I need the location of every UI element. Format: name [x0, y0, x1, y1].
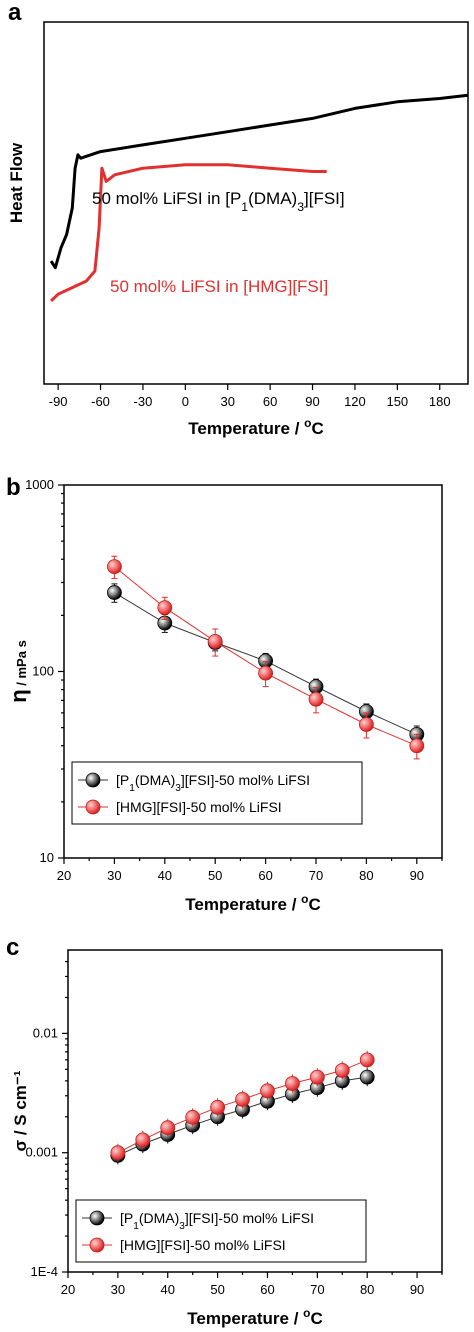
data-point: [334, 1062, 350, 1078]
data-point: [359, 1052, 375, 1068]
x-tick-label: 70: [309, 868, 323, 883]
legend-marker: [85, 772, 101, 788]
data-point: [185, 1109, 201, 1125]
data-point: [235, 1091, 250, 1107]
x-tick-label: 50: [210, 1282, 224, 1297]
data-point: [210, 1099, 226, 1115]
x-tick-label: -90: [49, 394, 68, 409]
x-tick-label: 60: [260, 1282, 274, 1297]
legend-label-1: [HMG][FSI]-50 mol% LiFSI: [116, 799, 282, 815]
data-point: [135, 1132, 151, 1148]
y-axis-title: η / mPa s: [6, 640, 31, 703]
data-point: [107, 559, 122, 575]
y-tick-label: 100: [32, 664, 54, 679]
x-tick-label: 40: [160, 1282, 174, 1297]
annotation-p1dma3: 50 mol% LiFSI in [P1(DMA)3][FSI]: [92, 189, 345, 214]
legend-label-1: [HMG][FSI]-50 mol% LiFSI: [120, 1237, 286, 1253]
y-axis-title: Heat Flow: [7, 142, 26, 223]
panel-a-heat-flow-chart: a -90 -60 -30 0 30 60 90 120 150 180 Temperature / …: [7, 0, 469, 438]
x-tick-label: 40: [158, 868, 172, 883]
data-point: [308, 691, 324, 707]
panel-b-viscosity-chart: b 20 30 40 50 60 70 80 90 10 100 1000 Temperature / …: [6, 474, 443, 914]
dsc-trace-1: [50, 163, 327, 302]
legend-marker: [85, 799, 101, 815]
y-tick-label: 1000: [25, 477, 54, 492]
panel-letter-c: c: [6, 934, 19, 961]
x-tick-label: 80: [360, 1282, 374, 1297]
x-tick-label: -60: [91, 394, 110, 409]
x-tick-label: 30: [111, 1282, 125, 1297]
legend-marker: [89, 1210, 105, 1226]
legend-label-0: [P1(DMA)3][FSI]-50 mol% LiFSI: [120, 1210, 314, 1232]
data-point: [260, 1083, 275, 1099]
x-axis-title: Temperature / oC: [187, 1306, 322, 1328]
x-tick-label: 70: [310, 1282, 324, 1297]
x-tick-label: 120: [344, 394, 366, 409]
y-axis-title: σ / S cm⁻¹: [11, 1070, 30, 1151]
data-point: [207, 634, 223, 649]
x-tick-label: 20: [61, 1282, 75, 1297]
x-tick-label: 150: [386, 394, 408, 409]
x-tick-label: -30: [134, 394, 153, 409]
x-axis-title: Temperature / oC: [185, 892, 320, 914]
x-tick-label: 30: [220, 394, 234, 409]
x-tick-label: 0: [182, 394, 189, 409]
y-tick-label: 0.01: [33, 1025, 58, 1040]
data-point: [284, 1076, 300, 1091]
plot-frame: [67, 949, 443, 1273]
legend-marker: [89, 1237, 105, 1253]
legend-label-0: [P1(DMA)3][FSI]-50 mol% LiFSI: [116, 772, 310, 794]
data-point: [359, 1069, 375, 1085]
data-point: [309, 1069, 325, 1085]
data-point: [160, 1120, 176, 1136]
data-point: [409, 738, 425, 754]
y-tick-label: 10: [40, 850, 54, 865]
x-tick-label: 60: [263, 394, 277, 409]
x-tick-label: 50: [208, 868, 222, 883]
x-tick-label: 180: [429, 394, 451, 409]
x-tick-label: 80: [359, 868, 373, 883]
y-tick-label: 0.001: [25, 1145, 58, 1160]
data-point: [358, 717, 374, 732]
dsc-trace-0: [49, 93, 469, 270]
y-tick-label: 1E-4: [31, 1264, 58, 1279]
panel-c-conductivity-chart: c 20 30 40 50 60 70 80 90 1E-4 0.001 0.01 Temperatur…: [6, 934, 443, 1328]
x-axis-title: Temperature / oC: [188, 416, 323, 438]
legend-box: [75, 1199, 367, 1263]
plot-frame: [43, 21, 469, 385]
x-tick-label: 60: [258, 868, 272, 883]
data-point: [258, 665, 274, 681]
data-point: [157, 600, 173, 616]
x-tick-label: 90: [305, 394, 319, 409]
x-tick-label: 90: [410, 868, 424, 883]
data-point: [107, 585, 122, 600]
x-tick-label: 90: [410, 1282, 424, 1297]
panel-letter-b: b: [6, 474, 21, 501]
annotation-hmg: 50 mol% LiFSI in [HMG][FSI]: [110, 277, 328, 296]
x-tick-label: 20: [57, 868, 71, 883]
panel-letter-a: a: [8, 0, 22, 26]
legend-box: [71, 761, 363, 825]
data-point: [110, 1145, 126, 1161]
x-tick-label: 30: [107, 868, 121, 883]
